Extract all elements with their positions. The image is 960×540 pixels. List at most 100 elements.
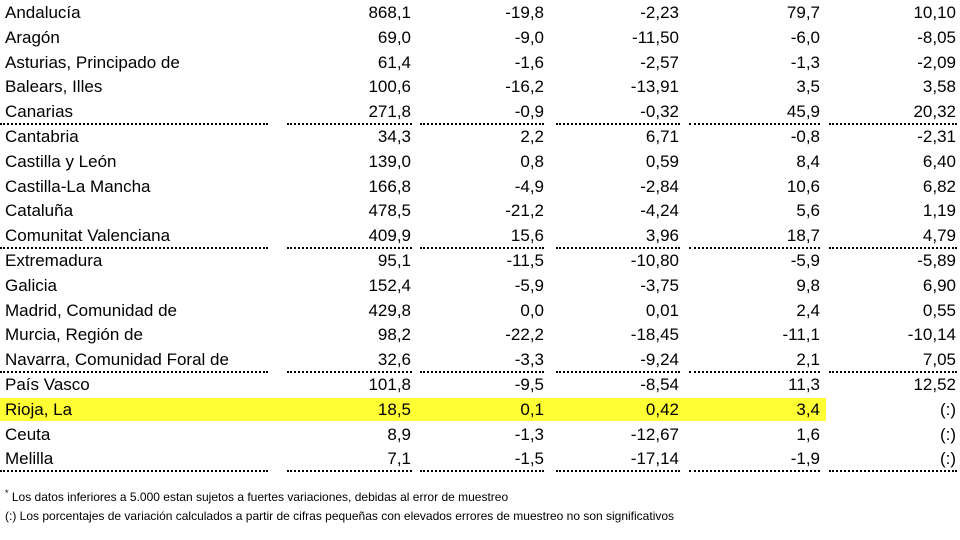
region-name: Murcia, Región de: [5, 325, 143, 345]
value-col-5: 6,90: [922, 275, 956, 295]
value-col-2: -9,0: [514, 27, 544, 47]
value-col-1: 95,1: [377, 251, 411, 270]
value-col-3: 0,59: [645, 151, 679, 171]
table-row: Extremadura 95,1 -11,5 -10,80 -5,9 -5,89: [0, 248, 960, 273]
value-col-1: 101,8: [368, 375, 411, 394]
value-col-4: -1,9: [790, 449, 820, 469]
table-row: Castilla-La Mancha 166,8 -4,9 -2,84 10,6 6,82: [0, 174, 960, 199]
dotted-rule: [829, 470, 957, 473]
value-col-5: 6,82: [922, 176, 956, 196]
value-col-5: (:): [939, 399, 956, 419]
value-col-1: 429,8: [368, 300, 411, 320]
dotted-rule: [420, 123, 544, 126]
region-name: Aragón: [5, 27, 60, 47]
region-name: Castilla-La Mancha: [5, 176, 151, 196]
value-col-2: -16,2: [505, 77, 544, 97]
table-row: Asturias, Principado de 61,4 -1,6 -2,57 -1,3…: [0, 50, 960, 75]
dotted-rule: [829, 123, 957, 126]
value-col-2: 0,0: [520, 300, 544, 320]
value-col-5: 0,55: [922, 300, 956, 320]
footnote-2-text: (:) Los porcentajes de variación calcula…: [5, 509, 675, 523]
value-col-2: 2,2: [520, 127, 544, 146]
value-col-2: -3,3: [514, 350, 544, 370]
dotted-rule: [420, 371, 544, 374]
region-name: Rioja, La: [5, 399, 73, 419]
dotted-rule: [689, 123, 820, 126]
table-row: Andalucía 868,1 -19,8 -2,23 79,7 10,10: [0, 0, 960, 25]
value-col-5: (:): [939, 449, 956, 469]
table-row-highlighted: Rioja, La 18,5 0,1 0,42 3,4 (:): [0, 397, 960, 422]
value-col-4: 2,4: [796, 300, 820, 320]
row-separator: [0, 123, 960, 126]
value-col-4: 8,4: [796, 151, 820, 171]
row-separator: [0, 247, 960, 250]
value-col-1: 100,6: [368, 77, 411, 97]
value-col-3: -0,32: [640, 102, 679, 122]
value-col-5: 10,10: [913, 3, 956, 22]
value-col-1: 34,3: [377, 127, 411, 146]
table-row: Ceuta 8,9 -1,3 -12,67 1,6 (:): [0, 422, 960, 447]
value-col-2: -1,3: [514, 424, 544, 444]
value-col-2: -1,6: [514, 52, 544, 72]
value-col-4: -6,0: [790, 27, 820, 47]
row-separator: [0, 371, 960, 374]
value-col-1: 868,1: [368, 3, 411, 22]
value-col-2: -5,9: [514, 275, 544, 295]
value-col-3: 0,42: [645, 399, 679, 419]
value-col-2: 0,1: [520, 399, 544, 419]
value-col-2: -4,9: [514, 176, 544, 196]
dotted-rule: [829, 247, 957, 250]
dotted-rule: [689, 247, 820, 250]
value-col-4: 2,1: [796, 350, 820, 370]
value-col-2: -11,5: [506, 251, 545, 270]
value-col-4: 79,7: [786, 3, 820, 22]
value-col-4: -0,8: [790, 127, 820, 146]
dotted-rule: [287, 371, 412, 374]
footnote-1-marker: *: [5, 488, 9, 498]
value-col-2: -9,5: [514, 375, 544, 394]
value-col-2: -0,9: [514, 102, 544, 122]
value-col-2: -19,8: [505, 3, 544, 22]
value-col-1: 8,9: [387, 424, 411, 444]
value-col-1: 98,2: [377, 325, 411, 345]
dotted-rule: [556, 247, 680, 250]
region-name: Cataluña: [5, 201, 74, 221]
value-col-4: 9,8: [796, 275, 820, 295]
value-col-3: -10,80: [630, 251, 679, 270]
value-col-5: -5,89: [917, 251, 956, 270]
dotted-rule: [556, 123, 680, 126]
value-col-4: -11,1: [782, 325, 821, 345]
value-col-3: -11,50: [632, 27, 679, 47]
value-col-5: 12,52: [913, 375, 956, 394]
region-name: País Vasco: [5, 375, 90, 394]
value-col-1: 271,8: [368, 102, 411, 122]
value-col-1: 69,0: [377, 27, 411, 47]
value-col-4: -5,9: [790, 251, 820, 270]
value-col-3: -12,67: [630, 424, 679, 444]
value-col-3: -9,24: [640, 350, 679, 370]
value-col-2: -21,2: [505, 201, 544, 221]
footnote-1-text: Los datos inferiores a 5.000 estan sujet…: [11, 490, 509, 504]
value-col-5: (:): [939, 424, 956, 444]
value-col-5: 3,58: [922, 77, 956, 97]
value-col-4: 5,6: [796, 201, 820, 221]
row-highlight: [0, 397, 826, 421]
value-col-1: 478,5: [368, 201, 411, 221]
value-col-4: 45,9: [786, 102, 820, 122]
value-col-1: 18,5: [377, 399, 411, 419]
dotted-rule: [287, 247, 412, 250]
region-name: Melilla: [5, 449, 54, 469]
value-col-5: -8,05: [917, 27, 956, 47]
region-name: Andalucía: [5, 3, 81, 22]
value-col-2: 0,8: [520, 151, 544, 171]
footnote-1: * Los datos inferiores a 5.000 estan suj…: [5, 485, 508, 505]
dotted-rule: [0, 247, 268, 250]
value-col-5: 20,32: [913, 102, 956, 122]
dotted-rule: [420, 247, 544, 250]
value-col-3: 3,96: [645, 226, 679, 246]
value-col-5: -10,14: [907, 325, 956, 345]
value-col-1: 7,1: [387, 449, 411, 469]
value-col-3: -2,84: [640, 176, 679, 196]
value-col-3: -2,23: [640, 3, 679, 22]
table-row: Cataluña 478,5 -21,2 -4,24 5,6 1,19: [0, 198, 960, 223]
